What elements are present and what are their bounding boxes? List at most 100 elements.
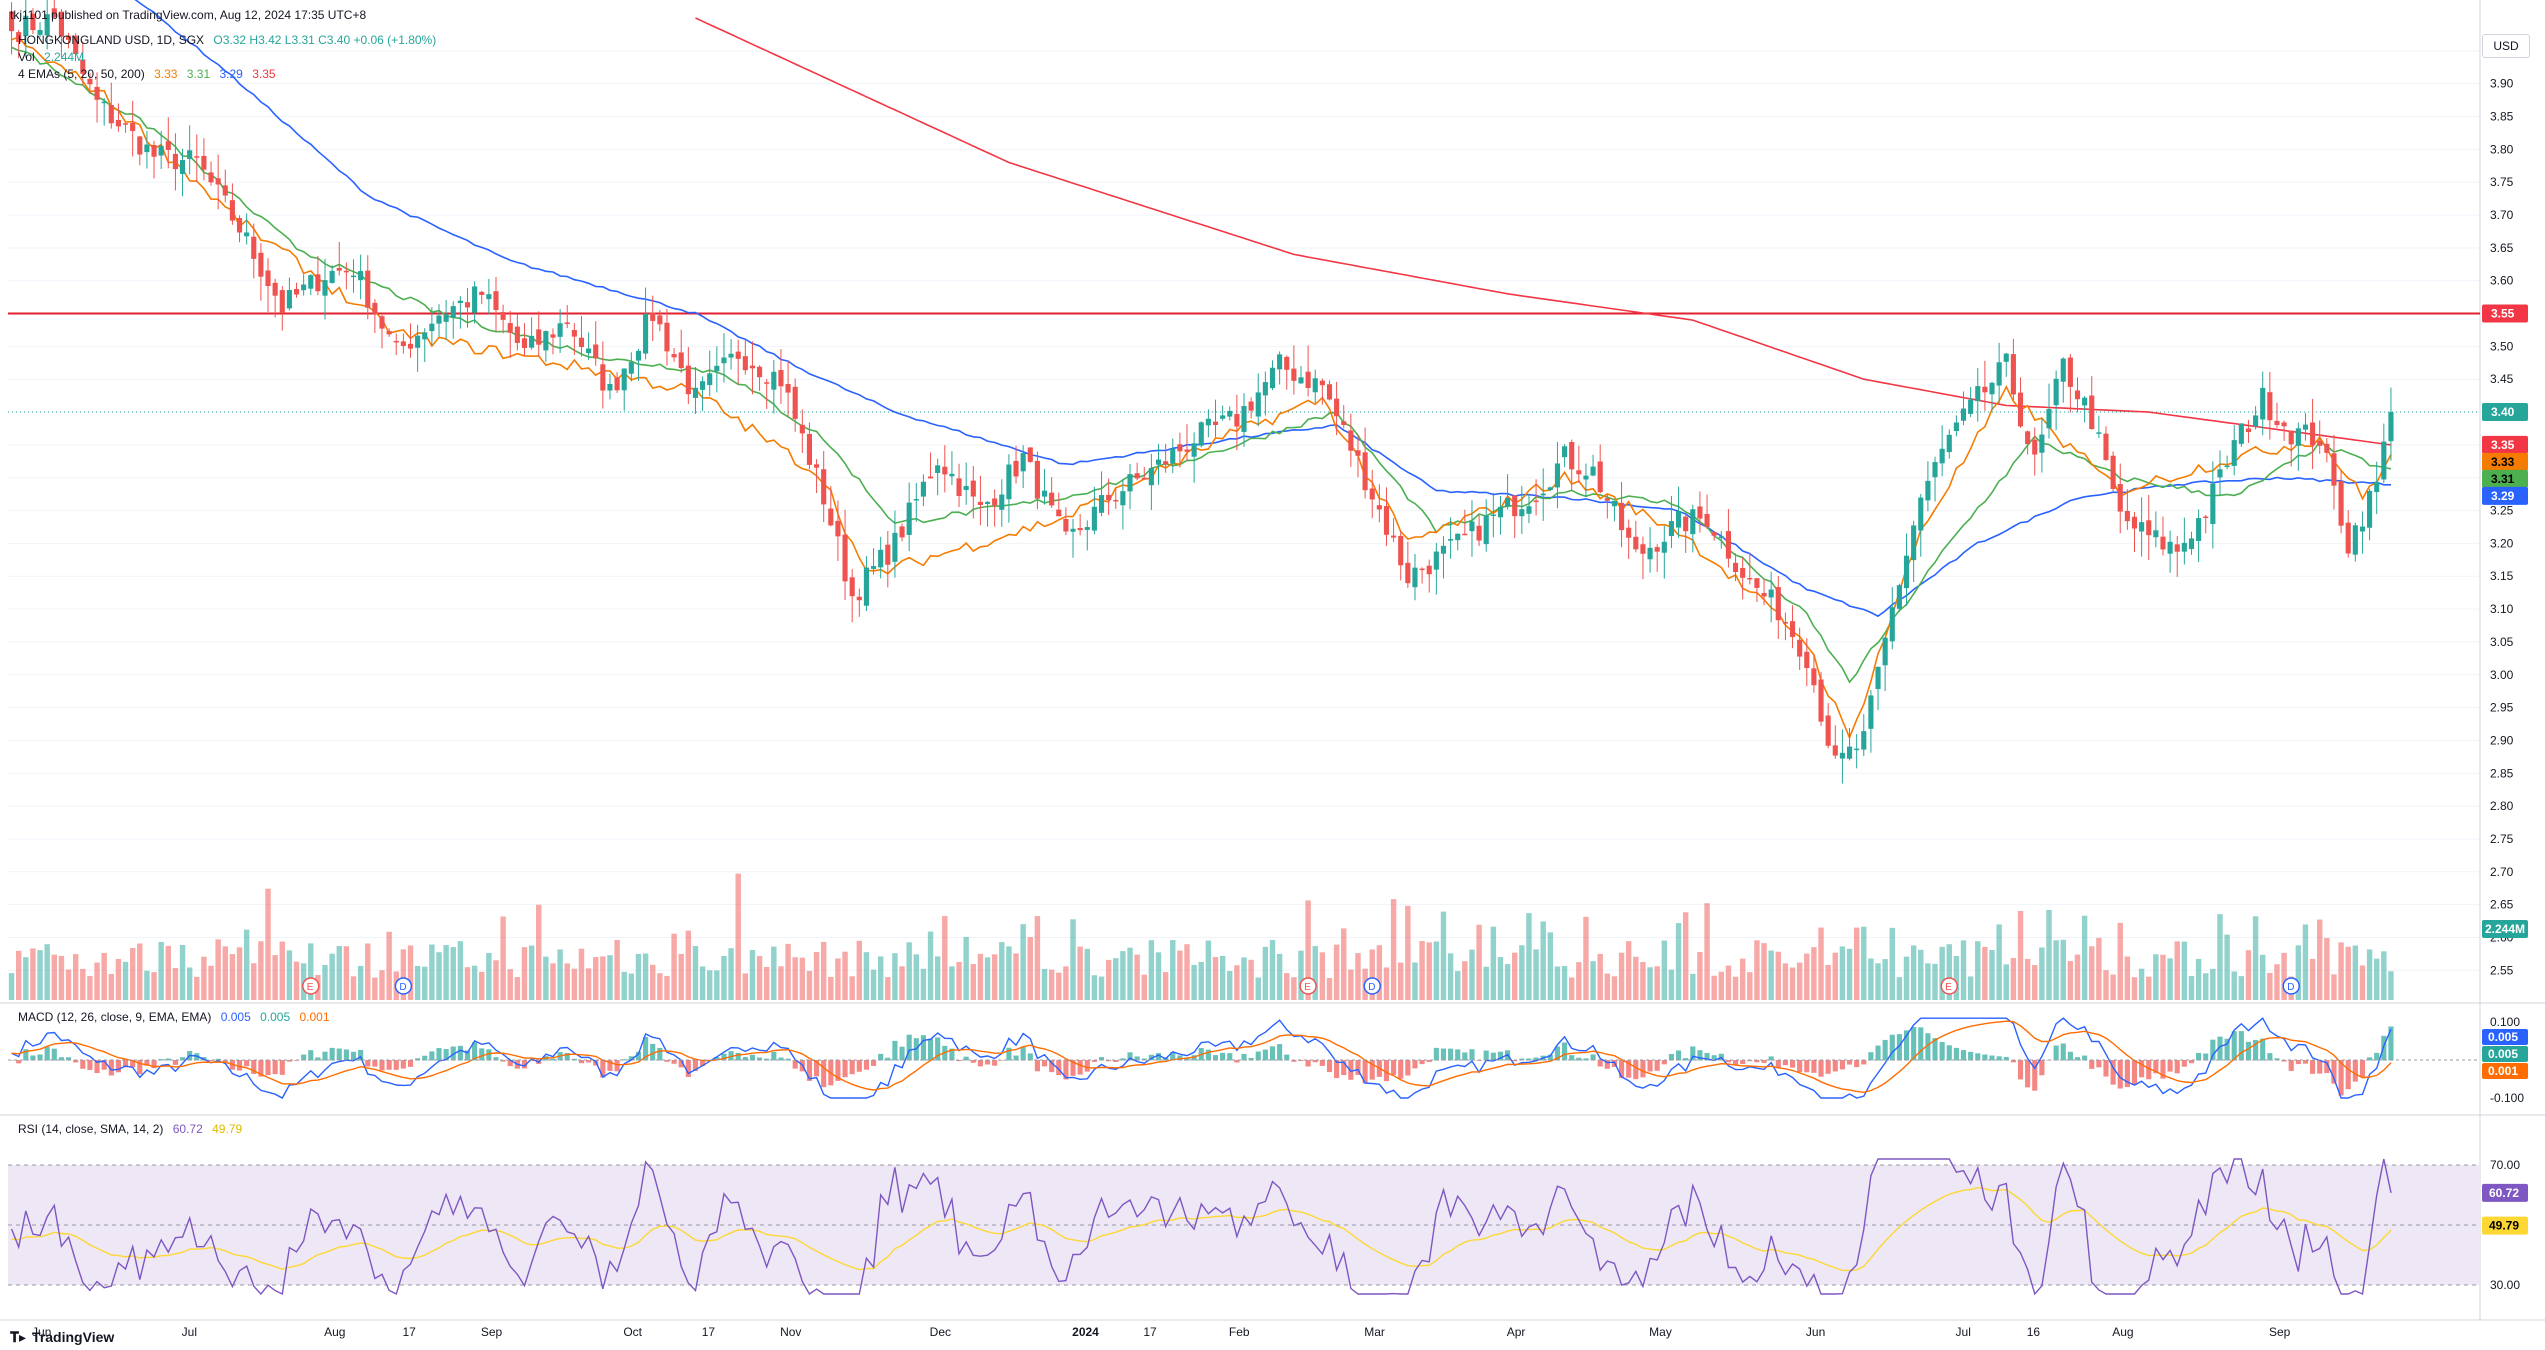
candle-body [1782,622,1788,624]
candle-body [2096,432,2102,434]
volume-bar [1177,950,1183,1000]
volume-bars [8,873,2394,1000]
tradingview-logo-icon: 𝐓▸ [10,1329,27,1345]
volume-bar [1241,957,1247,1000]
volume-bar [2039,947,2045,1000]
macd-hist-bar [507,1060,513,1067]
macd-hist-bar [721,1053,727,1061]
candle-body [507,323,513,333]
candle-body [2010,354,2016,395]
volume-bar [1583,916,1589,1000]
volume-bar [165,945,171,1000]
macd-hist-bar [2167,1060,2173,1072]
macd-hist-bar [1284,1054,1290,1061]
macd-hist-bar [329,1047,335,1061]
event-marker-icon [2282,977,2300,995]
volume-bar [471,965,478,1000]
candle-body [1732,562,1739,573]
volume-bar [1105,959,1112,1000]
volume-bar [1804,953,1810,1000]
volume-bar [179,944,186,1000]
time-tick-label: Sep [2269,1325,2291,1339]
volume-bar [1647,967,1653,1000]
macd-hist-bar [379,1060,385,1071]
volume-bar [1654,966,1660,1000]
candle-body [1946,434,1952,453]
macd-hist-bar [1740,1060,1746,1065]
macd-hist-bar [529,1060,535,1062]
macd-hist-bar [692,1060,699,1071]
price-tick-label: 3.45 [2490,372,2514,386]
macd-hist-bar [1754,1060,1760,1063]
symbol-name[interactable]: HONGKONGLAND USD, 1D, SGX [18,33,205,47]
volume-bar [436,952,442,1000]
volume-bar [450,947,456,1000]
candle-body [1761,593,1767,597]
volume-label[interactable]: Vol [18,50,35,64]
macd-hist-bar [2053,1045,2059,1061]
volume-bar [913,954,920,1000]
candle-body [2039,434,2045,453]
volume-bar [692,946,699,1000]
candle-body [1975,386,1981,402]
rsi-label[interactable]: RSI (14, close, SMA, 14, 2) [18,1122,164,1136]
volume-bar [1832,952,1838,1000]
candle-body [130,123,136,132]
macd-label[interactable]: MACD (12, 26, close, 9, EMA, EMA) [18,1010,212,1024]
volume-bar [1704,903,1710,1000]
volume-bar [1967,976,1974,1000]
candle-body [529,335,535,348]
candle-body [1341,421,1347,426]
macd-hist-bar [1326,1060,1333,1073]
macd-hist-bar [436,1048,442,1061]
macd-hist-bar [65,1057,72,1061]
candle-body [1262,382,1268,396]
candle-body [1277,354,1283,370]
volume-bar [920,968,927,1000]
macd-hist-bar [179,1057,186,1061]
macd-badge [2482,1029,2528,1045]
price-tick-label: 2.85 [2490,766,2514,780]
macd-signal-line [11,1020,2392,1094]
candle-body [2167,541,2173,554]
macd-hist-bar [244,1060,250,1067]
candle-body [144,144,150,153]
volume-bar [1568,977,1575,1000]
volume-bar [2224,934,2230,1000]
candle-body [913,499,919,501]
volume-bar [1633,956,1639,1000]
ema200-line [695,17,2392,446]
candle-body [970,480,976,497]
candle-body [1868,695,1874,729]
macd-hist-bar [30,1055,36,1061]
candle-body [1220,415,1226,419]
candle-body [2046,409,2052,429]
candle-body [486,294,492,300]
candle-body [386,331,392,335]
macd-hist-bar [1633,1060,1639,1080]
macd-hist-bar [2210,1039,2216,1061]
candle-body [1198,422,1204,446]
candle-body [1448,539,1454,541]
candle-body [1056,509,1062,517]
price-tick-label: 3.50 [2490,339,2514,353]
candle-body [2345,522,2351,554]
price-tick-label: 3.90 [2490,77,2514,91]
event-marker-label: D [2287,982,2294,993]
time-tick-label: Nov [780,1325,801,1339]
candle-body [1255,392,1261,417]
macd-hist-bar [137,1060,143,1075]
ema-label[interactable]: 4 EMAs (5, 20, 50, 200) [18,67,145,81]
candle-body [714,365,720,372]
volume-bar [2096,937,2102,1000]
candle-body [1348,430,1354,451]
candle-body [1554,463,1561,488]
candle-body [771,371,777,390]
time-tick-label: Sep [481,1325,503,1339]
macd-hist-bar [878,1053,884,1061]
candle-body [1177,444,1183,452]
macd-hist-bar [1583,1058,1589,1061]
rsi-badge-label: 60.72 [2489,1186,2519,1200]
currency-button[interactable]: USD [2482,34,2530,58]
